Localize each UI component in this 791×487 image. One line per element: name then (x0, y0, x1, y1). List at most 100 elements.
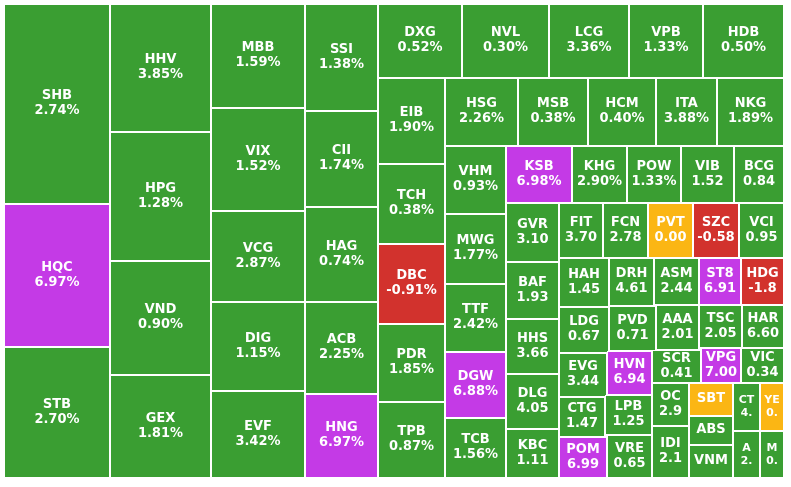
tile-ttf[interactable]: TTF 2.42% (445, 284, 506, 352)
tile-symbol: PVT (656, 214, 685, 230)
tile-symbol: NVL (490, 25, 521, 41)
tile-symbol: SBT (696, 391, 726, 407)
tile-hah[interactable]: HAH 1.45 (559, 258, 609, 307)
tile-nvl[interactable]: NVL 0.30% (462, 4, 549, 78)
tile-vre[interactable]: VRE 0.65 (607, 435, 652, 478)
tile-stb[interactable]: STB 2.70% (4, 347, 110, 478)
tile-hqc[interactable]: HQC 6.97% (4, 204, 110, 347)
tile-shb[interactable]: SHB 2.74% (4, 4, 110, 204)
tile-acb[interactable]: ACB 2.25% (305, 302, 378, 394)
tile-baf[interactable]: BAF 1.93 (506, 262, 559, 319)
tile-mbb[interactable]: MBB 1.59% (211, 4, 305, 108)
tile-tcb[interactable]: TCB 1.56% (445, 418, 506, 478)
tile-khg[interactable]: KHG 2.90% (572, 146, 627, 203)
tile-msb[interactable]: MSB 0.38% (518, 78, 588, 146)
tile-tch[interactable]: TCH 0.38% (378, 164, 445, 244)
tile-hpg[interactable]: HPG 1.28% (110, 132, 211, 261)
tile-vhm[interactable]: VHM 0.93% (445, 146, 506, 214)
tile-change: 1.77% (452, 248, 499, 263)
tile-vci[interactable]: VCI 0.95 (739, 203, 784, 258)
tile-pow[interactable]: POW 1.33% (627, 146, 681, 203)
tile-hdg[interactable]: HDG -1.8 (741, 258, 784, 305)
tile-vib[interactable]: VIB 1.52 (681, 146, 734, 203)
tile-symbol: EIB (399, 105, 424, 121)
tile-symbol: GVR (517, 216, 548, 232)
tile-hhv[interactable]: HHV 3.85% (110, 4, 211, 132)
tile-change: -1.8 (748, 280, 777, 296)
tile-change: 2.05 (704, 325, 737, 341)
tile-evf[interactable]: EVF 3.42% (211, 391, 305, 478)
tile-nkg[interactable]: NKG 1.89% (717, 78, 784, 146)
tile-oc[interactable]: OC 2.9 (652, 383, 689, 426)
tile-ct[interactable]: CT 4. (733, 383, 760, 431)
tile-symbol: SSI (330, 41, 353, 57)
tile-fit[interactable]: FIT 3.70 (559, 203, 603, 258)
tile-symbol: KBC (517, 437, 548, 453)
tile-dbc[interactable]: DBC -0.91% (378, 244, 445, 324)
tile-ssi[interactable]: SSI 1.38% (305, 4, 378, 111)
tile-idi[interactable]: IDI 2.1 (652, 426, 689, 478)
tile-change: 2.25% (318, 347, 365, 362)
tile-vcg[interactable]: VCG 2.87% (211, 211, 305, 302)
tile-hcm[interactable]: HCM 0.40% (588, 78, 656, 146)
tile-szc[interactable]: SZC -0.58 (693, 203, 739, 258)
tile-pvt[interactable]: PVT 0.00 (648, 203, 693, 258)
tile-change: 2.44 (660, 280, 693, 296)
tile-dxg[interactable]: DXG 0.52% (378, 4, 462, 78)
tile-vnd[interactable]: VND 0.90% (110, 261, 211, 375)
tile-ldg[interactable]: LDG 0.67 (559, 307, 609, 353)
tile-scr[interactable]: SCR 0.41 (652, 350, 701, 383)
tile-vpb[interactable]: VPB 1.33% (629, 4, 703, 78)
tile-abs[interactable]: ABS (689, 416, 733, 445)
tile-ctg[interactable]: CTG 1.47 (559, 397, 605, 437)
tile-tsc[interactable]: TSC 2.05 (699, 305, 742, 348)
tile-lpb[interactable]: LPB 1.25 (605, 395, 652, 435)
tile-cii[interactable]: CII 1.74% (305, 111, 378, 207)
tile-dgw[interactable]: DGW 6.88% (445, 352, 506, 418)
tile-a[interactable]: A 2. (733, 431, 760, 478)
tile-vix[interactable]: VIX 1.52% (211, 108, 305, 211)
tile-fcn[interactable]: FCN 2.78 (603, 203, 648, 258)
tile-symbol: VIB (695, 158, 720, 174)
tile-symbol: TSC (706, 310, 735, 326)
tile-change: 0.74% (318, 253, 365, 269)
tile-drh[interactable]: DRH 4.61 (609, 258, 654, 306)
tile-symbol: LDG (569, 314, 599, 330)
tile-ksb[interactable]: KSB 6.98% (506, 146, 572, 203)
tile-dlg[interactable]: DLG 4.05 (506, 374, 559, 429)
tile-aaa[interactable]: AAA 2.01 (656, 305, 699, 350)
tile-mwg[interactable]: MWG 1.77% (445, 214, 506, 284)
tile-vpg[interactable]: VPG 7.00 (701, 348, 741, 383)
tile-change: 1.28% (137, 195, 184, 211)
tile-st8[interactable]: ST8 6.91 (699, 258, 741, 305)
tile-hag[interactable]: HAG 0.74% (305, 207, 378, 302)
tile-ita[interactable]: ITA 3.88% (656, 78, 717, 146)
tile-hvn[interactable]: HVN 6.94 (607, 351, 652, 395)
tile-symbol: DGW (457, 369, 494, 385)
tile-hsg[interactable]: HSG 2.26% (445, 78, 518, 146)
tile-hng[interactable]: HNG 6.97% (305, 394, 378, 478)
tile-pom[interactable]: POM 6.99 (559, 437, 607, 478)
tile-sbt[interactable]: SBT (689, 383, 733, 416)
tile-dig[interactable]: DIG 1.15% (211, 302, 305, 391)
tile-hhs[interactable]: HHS 3.66 (506, 319, 559, 374)
tile-ye[interactable]: YE 0. (760, 383, 784, 431)
tile-symbol: DXG (404, 25, 436, 41)
tile-symbol: EVF (244, 418, 272, 434)
tile-pvd[interactable]: PVD 0.71 (609, 306, 656, 351)
tile-eib[interactable]: EIB 1.90% (378, 78, 445, 164)
tile-gex[interactable]: GEX 1.81% (110, 375, 211, 478)
tile-asm[interactable]: ASM 2.44 (654, 258, 699, 305)
tile-har[interactable]: HAR 6.60 (742, 305, 784, 348)
tile-evg[interactable]: EVG 3.44 (559, 353, 607, 397)
tile-kbc[interactable]: KBC 1.11 (506, 429, 559, 478)
tile-lcg[interactable]: LCG 3.36% (549, 4, 629, 78)
tile-hdb[interactable]: HDB 0.50% (703, 4, 784, 78)
tile-bcg[interactable]: BCG 0.84 (734, 146, 784, 203)
tile-m[interactable]: M 0. (760, 431, 784, 478)
tile-pdr[interactable]: PDR 1.85% (378, 324, 445, 402)
tile-vnm[interactable]: VNM (689, 445, 733, 478)
tile-gvr[interactable]: GVR 3.10 (506, 203, 559, 262)
tile-vic[interactable]: VIC 0.34 (741, 348, 784, 383)
tile-tpb[interactable]: TPB 0.87% (378, 402, 445, 478)
